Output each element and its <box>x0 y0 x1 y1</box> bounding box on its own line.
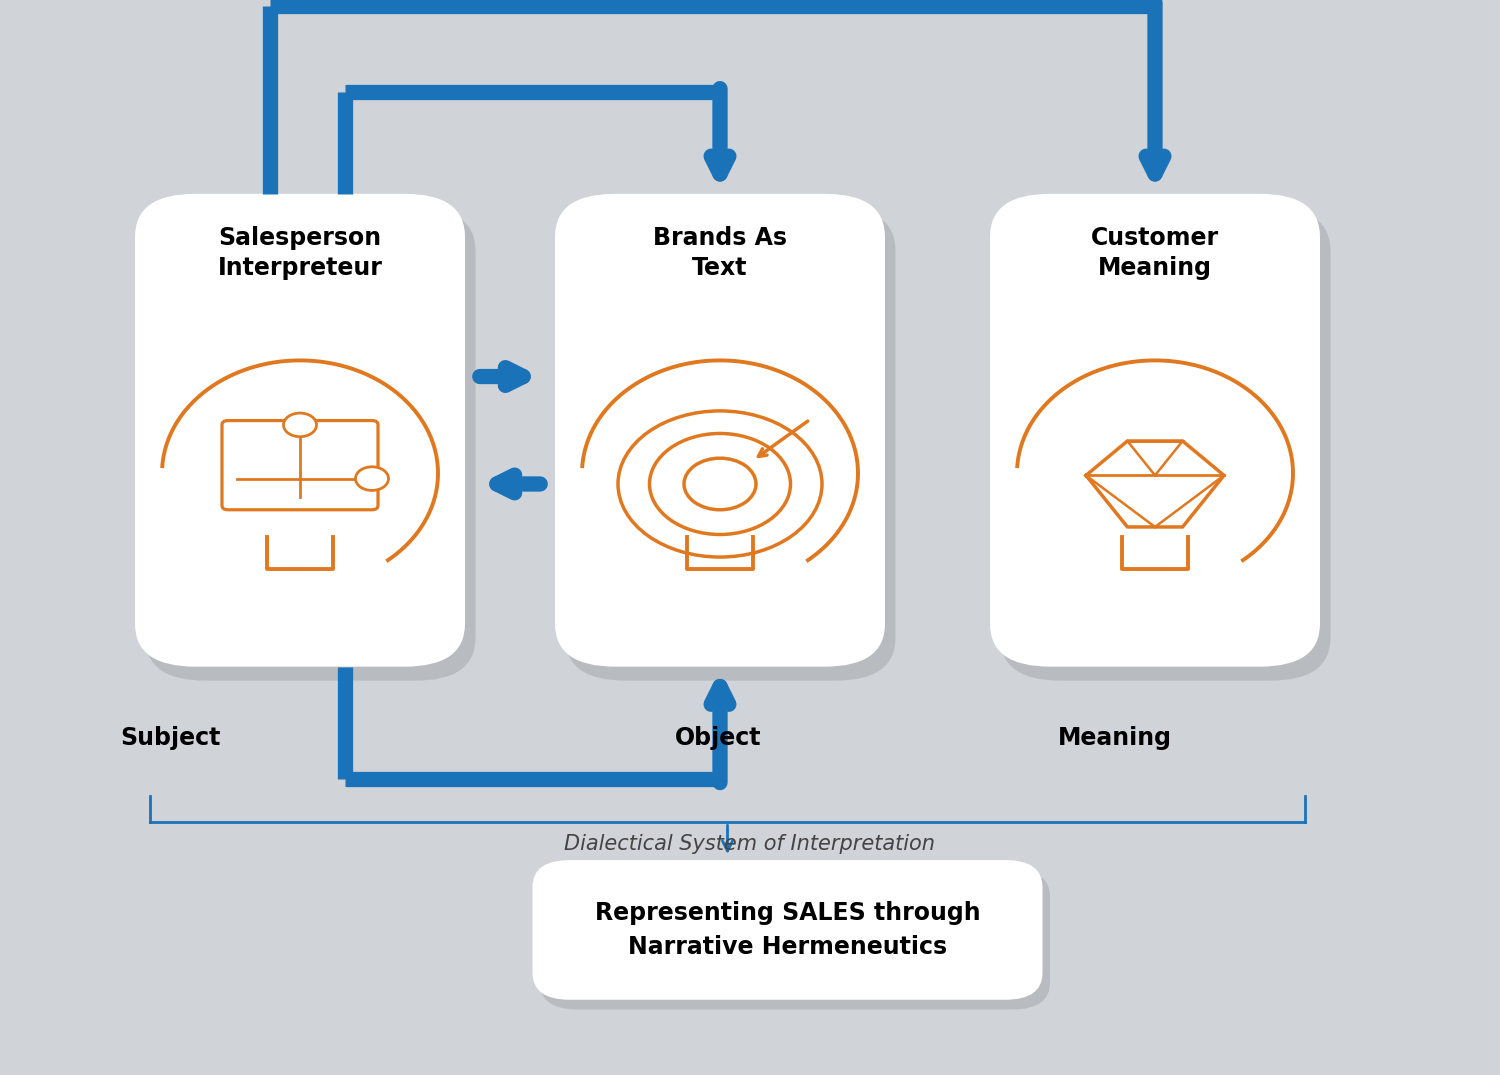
FancyBboxPatch shape <box>1000 207 1330 680</box>
Text: Dialectical System of Interpretation: Dialectical System of Interpretation <box>564 834 936 854</box>
Text: Object: Object <box>675 726 762 749</box>
FancyBboxPatch shape <box>146 207 476 680</box>
FancyBboxPatch shape <box>990 194 1320 666</box>
Text: Subject: Subject <box>120 726 220 749</box>
Text: Brands As
Text: Brands As Text <box>652 226 788 280</box>
Circle shape <box>356 467 388 490</box>
FancyBboxPatch shape <box>135 194 465 666</box>
Text: Salesperson
Interpreteur: Salesperson Interpreteur <box>217 226 382 280</box>
FancyBboxPatch shape <box>532 860 1042 1000</box>
FancyBboxPatch shape <box>566 207 896 680</box>
FancyBboxPatch shape <box>555 194 885 666</box>
Text: Meaning: Meaning <box>1058 726 1172 749</box>
Text: Representing SALES through
Narrative Hermeneutics: Representing SALES through Narrative Her… <box>594 901 981 959</box>
Text: Customer
Meaning: Customer Meaning <box>1090 226 1220 280</box>
FancyBboxPatch shape <box>540 870 1050 1009</box>
Circle shape <box>284 413 316 436</box>
